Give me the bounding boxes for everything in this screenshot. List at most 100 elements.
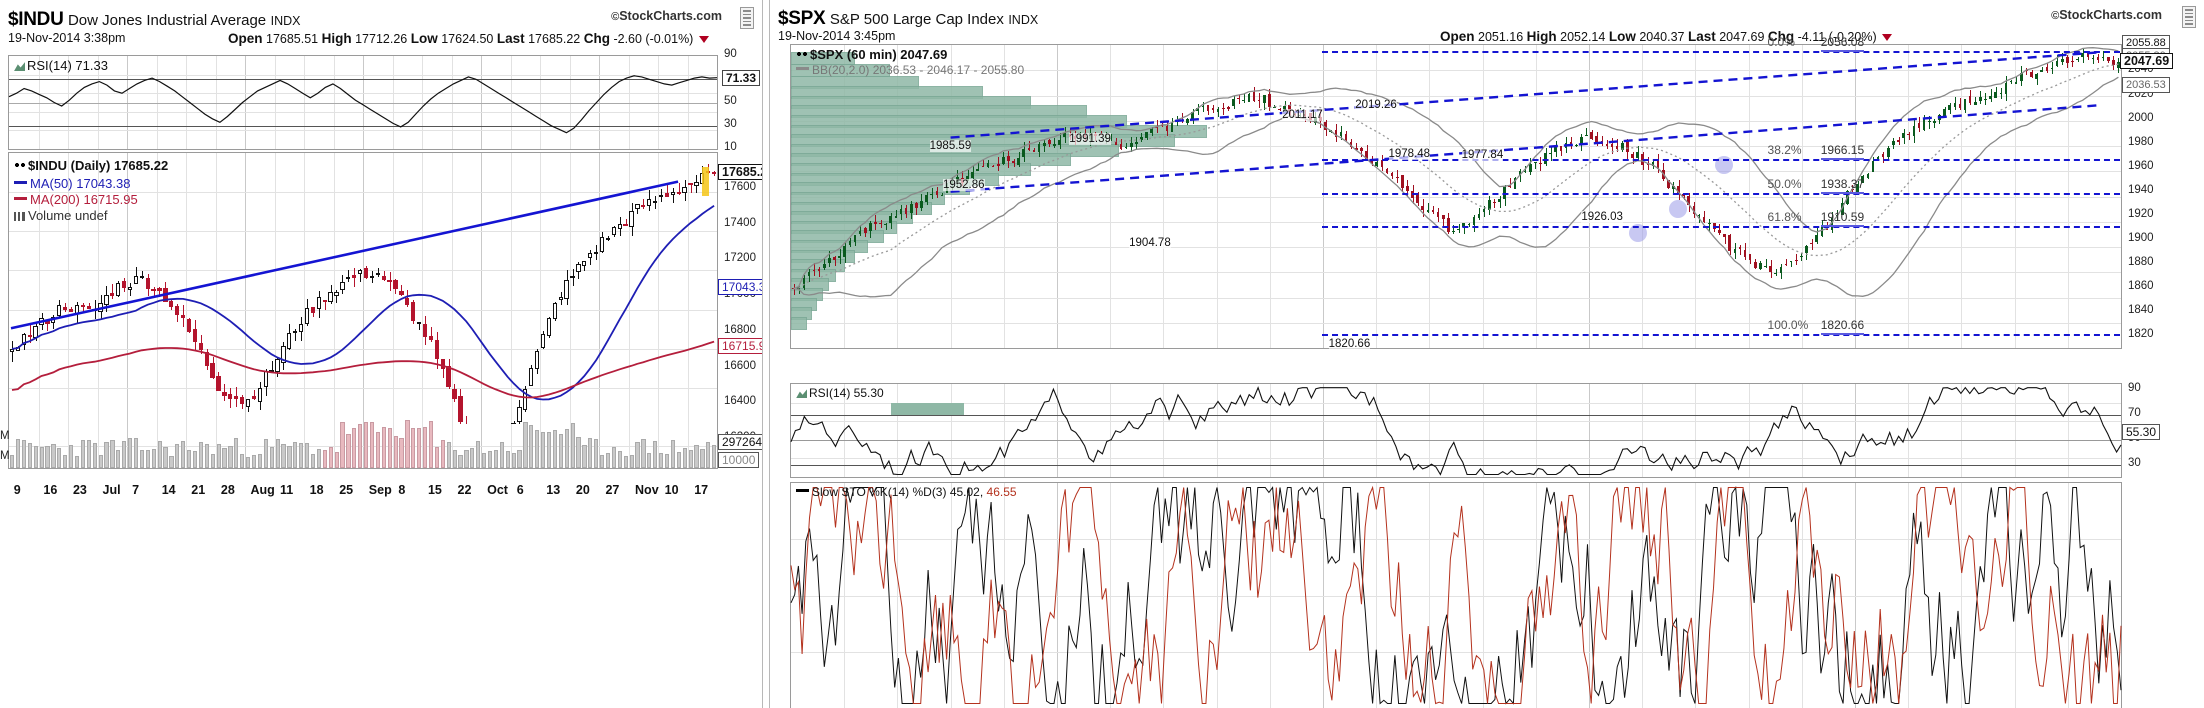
volume-bar bbox=[428, 420, 434, 468]
left-rsi-legend: RSI(14) 71.33 bbox=[14, 58, 108, 73]
volume-bar bbox=[499, 442, 504, 468]
candle-body bbox=[1677, 186, 1680, 195]
volume-bar bbox=[10, 454, 15, 468]
candle-body bbox=[116, 283, 121, 296]
right-price-plot[interactable] bbox=[790, 44, 2122, 349]
candle-body bbox=[251, 396, 257, 399]
volume-bar bbox=[246, 456, 251, 468]
left-price-plot[interactable] bbox=[8, 152, 718, 469]
candle-wick bbox=[1765, 259, 1767, 268]
right-symbol[interactable]: $SPX bbox=[778, 8, 826, 29]
candle-body bbox=[1539, 163, 1542, 165]
candle-body bbox=[1007, 155, 1010, 162]
candle-body bbox=[1063, 132, 1067, 138]
volume-bar bbox=[216, 444, 221, 468]
right-price-legend: $SPX (60 min) 2047.69 bbox=[796, 47, 947, 62]
candle-wick bbox=[708, 163, 710, 174]
candle-body bbox=[452, 389, 457, 399]
left-rsi-plot[interactable] bbox=[8, 55, 718, 150]
gridline-horizontal bbox=[9, 388, 717, 389]
candle-body bbox=[546, 318, 551, 337]
pane-divider[interactable] bbox=[762, 0, 770, 708]
candle-body bbox=[1559, 146, 1563, 151]
candle-body bbox=[1702, 216, 1706, 223]
right-price-tick-2000: 2000 bbox=[2128, 111, 2154, 124]
left-date-tick: 8 bbox=[398, 483, 406, 497]
candle-body bbox=[1897, 140, 1900, 142]
candle-body bbox=[582, 260, 587, 266]
candle-body bbox=[1518, 171, 1522, 176]
volume-bar bbox=[145, 450, 150, 468]
gridline-vertical bbox=[1855, 384, 1856, 477]
candle-wick bbox=[1801, 252, 1803, 262]
candle-body bbox=[986, 163, 990, 167]
candle-body bbox=[192, 328, 198, 342]
gridline-vertical bbox=[1749, 45, 1750, 348]
gridline-horizontal bbox=[791, 403, 2121, 404]
fib-value-100.0%: 1820.66 bbox=[1820, 318, 1865, 336]
candle-body bbox=[1902, 132, 1905, 138]
gridline-horizontal bbox=[791, 247, 2121, 248]
candle-body bbox=[1687, 195, 1691, 206]
candle-body bbox=[1948, 105, 1951, 110]
candle-body bbox=[981, 165, 985, 167]
left-volume-plot[interactable] bbox=[8, 419, 718, 469]
volume-bar bbox=[39, 446, 44, 468]
gridline-vertical bbox=[1270, 45, 1271, 348]
left-open-label: Open bbox=[228, 31, 263, 46]
volume-bar bbox=[659, 453, 664, 468]
candle-body bbox=[925, 194, 928, 203]
volume-bar bbox=[293, 442, 298, 468]
candle-wick bbox=[336, 290, 338, 304]
right-open-value: 2051.16 bbox=[1478, 30, 1524, 44]
candle-body bbox=[1953, 102, 1957, 107]
candle-body bbox=[1753, 261, 1757, 268]
right-rsi-plot[interactable] bbox=[790, 383, 2122, 478]
candle-body bbox=[1375, 162, 1379, 166]
volume-bar bbox=[452, 450, 457, 468]
left-volume-text: Volume undef bbox=[28, 208, 108, 223]
candle-body bbox=[1580, 136, 1583, 144]
candle-body bbox=[1237, 97, 1240, 100]
candle-wick bbox=[1724, 233, 1726, 244]
candle-wick bbox=[1775, 269, 1777, 276]
candle-body bbox=[9, 348, 15, 353]
right-price-tick-1860: 1860 bbox=[2128, 279, 2154, 292]
volume-bar bbox=[187, 450, 192, 468]
right-rsi-line bbox=[790, 386, 2122, 476]
bb-color-swatch bbox=[796, 67, 809, 71]
volume-bar bbox=[576, 437, 581, 468]
candle-body bbox=[145, 278, 150, 289]
right-price-tick-1900: 1900 bbox=[2128, 231, 2154, 244]
right-menu-handle[interactable] bbox=[2182, 6, 2196, 28]
left-symbol[interactable]: $INDU bbox=[8, 9, 64, 30]
gridline-vertical bbox=[275, 153, 276, 466]
right-sto-d-value: 46.55 bbox=[986, 485, 1017, 499]
rsi-oversold-line bbox=[9, 125, 717, 127]
candle-body bbox=[652, 200, 658, 203]
rsi-icon bbox=[14, 62, 25, 72]
candle-body bbox=[1815, 235, 1818, 243]
candle-body bbox=[869, 222, 872, 232]
fib-value-50.0%: 1938.37 bbox=[1820, 177, 1865, 194]
candle-wick bbox=[655, 195, 657, 210]
fib-line-100.0% bbox=[1322, 334, 2120, 337]
candle-body bbox=[623, 224, 628, 227]
right-sto-legend: Slow STO %K(14) %D(3) 45.02, 46.55 bbox=[796, 485, 1017, 499]
candle-body bbox=[2045, 67, 2049, 71]
candle-wick bbox=[982, 159, 984, 168]
candle-body bbox=[838, 255, 841, 259]
gridline-vertical bbox=[1802, 384, 1803, 477]
left-menu-handle[interactable] bbox=[740, 7, 754, 29]
candle-body bbox=[1370, 159, 1373, 163]
candle-body bbox=[1447, 218, 1450, 232]
candle-wick bbox=[643, 199, 645, 210]
candle-body bbox=[517, 406, 522, 422]
candle-wick bbox=[224, 383, 226, 401]
volume-bar bbox=[322, 450, 327, 468]
volume-bar bbox=[546, 432, 552, 468]
candle-body bbox=[1457, 229, 1460, 231]
right-stochastic-plot[interactable] bbox=[790, 482, 2122, 708]
candle-body bbox=[1748, 254, 1752, 260]
candle-wick bbox=[1479, 207, 1480, 220]
